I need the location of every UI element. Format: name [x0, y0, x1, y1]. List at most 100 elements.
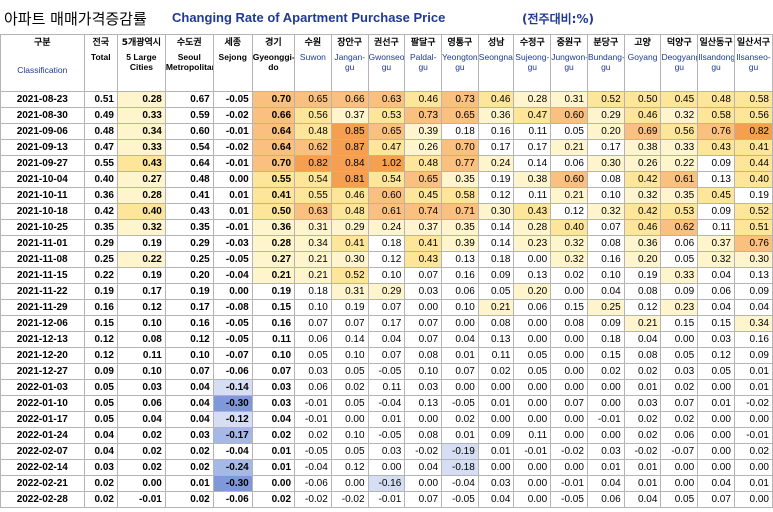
- data-cell: 0.38: [623, 139, 662, 156]
- data-cell: 0.00: [550, 331, 588, 348]
- data-cell: 0.10: [251, 347, 296, 364]
- table-row: 2021-08-30 0.49 0.33 0.59 -0.02 0.66 0.56 0.37 0…: [0, 107, 773, 124]
- table-row: 2021-12-20 0.12 0.11 0.10 -0.07 0.10 0.05 0.10 0…: [0, 347, 773, 364]
- data-cell: 0.31: [330, 283, 369, 300]
- data-cell: 0.05: [697, 363, 735, 380]
- data-cell: 0.33: [116, 107, 166, 124]
- data-cell: 0.58: [697, 107, 735, 124]
- data-cell: 0.06: [697, 283, 735, 300]
- data-cell: 0.00: [513, 459, 552, 476]
- data-cell: 0.19: [477, 171, 515, 188]
- data-cell: 0.00: [660, 459, 699, 476]
- data-cell: 0.41: [251, 187, 296, 204]
- data-cell: -0.01: [513, 443, 552, 460]
- data-cell: 0.58: [441, 187, 479, 204]
- data-cell: 0.00: [116, 475, 166, 492]
- row-date: 2021-12-20: [0, 347, 85, 364]
- column-header-korean: 수도권: [176, 38, 202, 48]
- data-cell: 0.27: [251, 251, 296, 268]
- data-cell: 0.04: [586, 283, 625, 300]
- data-cell: 0.00: [513, 395, 552, 412]
- row-date: 2021-08-23: [0, 91, 85, 108]
- data-cell: 0.18: [586, 331, 625, 348]
- data-cell: 0.32: [116, 219, 166, 236]
- data-cell: 0.04: [586, 475, 625, 492]
- data-cell: 0.00: [513, 315, 552, 332]
- data-cell: 0.63: [367, 91, 406, 108]
- data-cell: -0.05: [212, 315, 253, 332]
- data-cell: 0.02: [164, 443, 214, 460]
- data-cell: 0.04: [404, 459, 443, 476]
- data-cell: 0.01: [212, 203, 253, 220]
- column-header-korean: 덕양구: [666, 38, 692, 48]
- data-cell: 0.18: [367, 235, 406, 252]
- data-cell: 0.63: [294, 203, 332, 220]
- data-cell: 0.00: [733, 491, 773, 508]
- data-cell: 0.52: [733, 203, 773, 220]
- data-cell: 0.08: [586, 235, 625, 252]
- data-cell: 0.24: [477, 155, 515, 172]
- column-header-english: Paldal-gu: [409, 52, 437, 72]
- data-cell: 0.01: [477, 443, 515, 460]
- data-cell: 0.17: [477, 139, 515, 156]
- data-cell: 0.13: [697, 171, 735, 188]
- table-row: 2021-11-08 0.25 0.22 0.25 -0.05 0.27 0.21 0.30 0…: [0, 251, 773, 268]
- data-cell: 0.35: [441, 219, 479, 236]
- data-cell: 0.36: [477, 107, 515, 124]
- column-header-korean: 성남: [487, 38, 505, 48]
- data-cell: 0.05: [660, 251, 699, 268]
- data-cell: 0.71: [441, 203, 479, 220]
- data-cell: -0.06: [294, 475, 332, 492]
- row-date: 2021-11-22: [0, 283, 85, 300]
- table-row: 2022-01-17 0.05 0.04 0.04 -0.12 0.04 -0.01 0.00…: [0, 411, 773, 428]
- column-header: 전국 Total: [83, 34, 118, 92]
- data-cell: 0.02: [116, 427, 166, 444]
- data-cell: 0.13: [441, 251, 479, 268]
- data-cell: 0.28: [116, 91, 166, 108]
- data-cell: 0.09: [697, 203, 735, 220]
- data-cell: 0.40: [83, 171, 118, 188]
- data-cell: 0.04: [83, 427, 118, 444]
- row-date: 2021-10-11: [0, 187, 85, 204]
- data-cell: 0.01: [441, 427, 479, 444]
- data-cell: 0.60: [550, 171, 588, 188]
- row-date: 2022-02-07: [0, 443, 85, 460]
- row-date: 2021-11-08: [0, 251, 85, 268]
- data-cell: 0.12: [367, 251, 406, 268]
- data-cell: 0.30: [586, 155, 625, 172]
- data-cell: 0.00: [586, 395, 625, 412]
- data-cell: 0.00: [513, 491, 552, 508]
- data-cell: 0.15: [251, 299, 296, 316]
- data-cell: -0.05: [367, 427, 406, 444]
- data-cell: 0.04: [697, 267, 735, 284]
- row-date: 2021-12-06: [0, 315, 85, 332]
- data-cell: 0.30: [330, 251, 369, 268]
- data-cell: 0.02: [83, 475, 118, 492]
- data-cell: 0.02: [623, 411, 662, 428]
- data-cell: 0.00: [477, 459, 515, 476]
- data-cell: 0.04: [477, 491, 515, 508]
- data-cell: 0.09: [733, 347, 773, 364]
- header-row: 구분 Classification 전국 Total 5개광역시 5 Large Citi…: [0, 34, 773, 92]
- data-cell: 0.28: [116, 187, 166, 204]
- data-cell: 0.61: [660, 171, 699, 188]
- table-row: 2022-02-28 0.02 -0.01 0.02 -0.06 0.02 -0.02 -0.…: [0, 491, 773, 508]
- data-cell: 0.02: [116, 443, 166, 460]
- table-row: 2021-12-13 0.12 0.08 0.12 -0.05 0.11 0.06 0.14 0…: [0, 331, 773, 348]
- data-cell: 0.19: [251, 283, 296, 300]
- data-cell: 0.12: [116, 299, 166, 316]
- data-cell: 0.12: [697, 347, 735, 364]
- data-cell: 0.05: [550, 123, 588, 140]
- data-cell: 0.17: [513, 139, 552, 156]
- data-cell: 0.00: [330, 475, 369, 492]
- column-header: 장안구 Jangan-gu: [330, 34, 369, 92]
- row-date: 2021-09-27: [0, 155, 85, 172]
- data-cell: 0.52: [586, 91, 625, 108]
- data-cell: 0.00: [404, 299, 443, 316]
- data-cell: 0.60: [550, 107, 588, 124]
- data-cell: 0.06: [441, 283, 479, 300]
- data-cell: 0.52: [330, 267, 369, 284]
- data-cell: 0.17: [116, 283, 166, 300]
- data-cell: 0.13: [513, 267, 552, 284]
- data-cell: 0.04: [441, 331, 479, 348]
